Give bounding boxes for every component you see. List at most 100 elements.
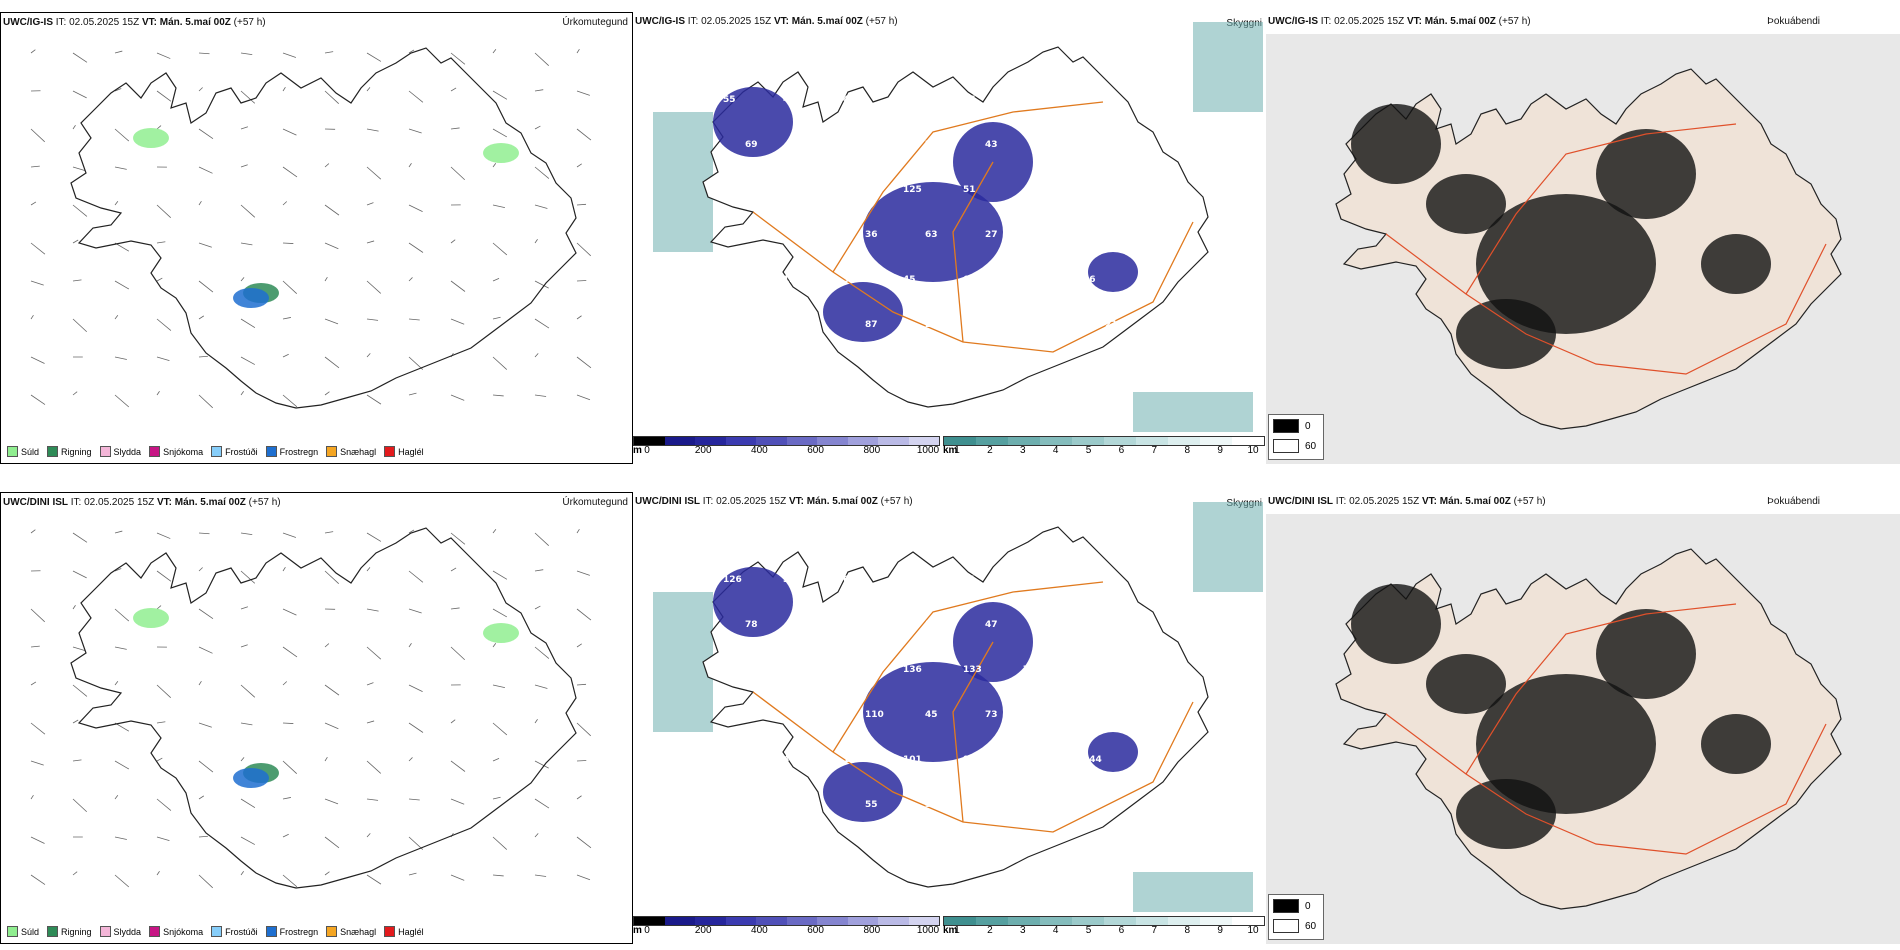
colorbar-tick: 800 [863, 925, 881, 936]
wind-barb [240, 164, 248, 168]
wind-barb [492, 570, 508, 580]
wind-barb [450, 280, 466, 292]
wind-barb [576, 608, 592, 621]
visibility-label: 50 [805, 710, 818, 720]
wind-barb [450, 607, 460, 610]
visibility-label: 44 [1023, 185, 1036, 195]
fog-map-group [1335, 68, 1842, 430]
wind-barb [156, 836, 170, 841]
wind-barb [366, 833, 371, 838]
wind-barb [72, 279, 82, 282]
visibility-label: 98 [805, 140, 818, 150]
legend-item: Rigning [47, 926, 92, 937]
fog-area [1701, 234, 1771, 294]
wind-barb [72, 684, 88, 697]
wind-barb [492, 316, 501, 320]
visibility-label: 110 [865, 710, 884, 720]
visibility-label: 55 [865, 800, 878, 810]
precip-legend: Súld Rigning Slydda Snjókoma Frostúði Frostre… [7, 446, 424, 457]
wind-barb [240, 757, 245, 762]
visibility-label: 63 [1083, 575, 1096, 585]
wind-barb [576, 795, 582, 800]
legend-swatch [265, 926, 277, 937]
wind-barb [282, 394, 298, 408]
colorbar-strip [943, 916, 1265, 926]
wind-barb [240, 356, 255, 365]
wind-barb [408, 529, 415, 534]
wind-barb [30, 529, 36, 534]
legend-label: Rigning [61, 926, 92, 937]
wind-barb [114, 568, 122, 572]
wind-barb [114, 836, 127, 840]
fog-map-group [1335, 548, 1842, 910]
colorbar-tick: 5 [1085, 445, 1092, 456]
colorbar-strip [633, 916, 940, 926]
colorbar-tick: 400 [751, 925, 768, 936]
visibility-label: 87 [865, 320, 878, 330]
wind-barb [576, 163, 582, 168]
wind-barb [324, 836, 340, 849]
colorbar-tick: 2 [987, 445, 993, 456]
fog-legend-label: 0 [1305, 420, 1311, 432]
wind-barb [534, 833, 539, 838]
colorbar-tick: 3 [1019, 925, 1026, 936]
wind-barb [30, 128, 45, 143]
visibility-label: 77 [865, 140, 878, 150]
colorbar-tick: 1000 [916, 445, 940, 456]
wind-barb [156, 684, 172, 699]
legend-swatch [384, 446, 396, 457]
wind-barb [282, 681, 288, 686]
wind-barb [30, 165, 40, 168]
wind-barb [240, 126, 248, 130]
legend-label: Snæhagl [340, 446, 377, 457]
wind-barb [324, 163, 330, 168]
wind-barb [72, 871, 78, 876]
wind-barb [30, 874, 46, 885]
fog-area [1596, 129, 1696, 219]
panel-title: Þokuábendi [1767, 496, 1820, 507]
wind-barb [534, 760, 549, 769]
wind-barb [198, 200, 202, 206]
colorbar-tick: 400 [751, 445, 768, 456]
visibility-label: 49 [1083, 185, 1096, 195]
visibility-label: 53 [1143, 185, 1156, 195]
wind-barb [450, 760, 466, 772]
wind-barb [30, 394, 46, 405]
visibility-label: 54 [783, 575, 796, 585]
visibility-label: 50 [1105, 140, 1118, 150]
wind-barb [282, 566, 286, 572]
visibility-label: 79 [723, 275, 736, 285]
wind-barb [114, 88, 122, 92]
height-colorbar: m 0 200 400 600 800 1000 [633, 916, 940, 940]
visibility-label: 21 [1105, 320, 1118, 330]
visibility-label: 73 [985, 710, 998, 720]
wind-barb [576, 90, 590, 96]
wind-barb [156, 318, 172, 331]
wind-barb [114, 530, 123, 534]
wind-barb [576, 570, 590, 576]
legend-swatch [265, 446, 277, 457]
panel-header: UWC/IG-IS IT: 02.05.2025 15Z VT: Mán. 5.… [635, 16, 898, 27]
visibility-label: 45 [925, 710, 938, 720]
wind-barb [408, 356, 424, 370]
legend-label: Frostúði [225, 926, 258, 937]
visibility-label: 38 [925, 800, 938, 810]
fog-legend-row: 0 [1273, 419, 1311, 433]
visibility-label: 66 [1143, 275, 1156, 285]
precip-area [233, 288, 269, 308]
legend-label: Snjókoma [163, 446, 204, 457]
highland-area [1088, 252, 1138, 292]
wind-barb [156, 391, 160, 396]
wind-barb [366, 128, 379, 132]
low-visibility-area [1133, 392, 1253, 432]
wind-barb [408, 608, 422, 614]
fog-panel-top: UWC/IG-IS IT: 02.05.2025 15Z VT: Mán. 5.… [1266, 12, 1900, 464]
wind-barb [492, 684, 505, 689]
wind-barb [114, 681, 119, 686]
legend-item: Snæhagl [326, 446, 376, 457]
colorbar-strip [633, 436, 940, 446]
wind-barb [114, 128, 130, 142]
wind-barb [366, 608, 379, 612]
colorbar-tick: 6 [1118, 445, 1125, 456]
wind-barb [492, 608, 508, 618]
